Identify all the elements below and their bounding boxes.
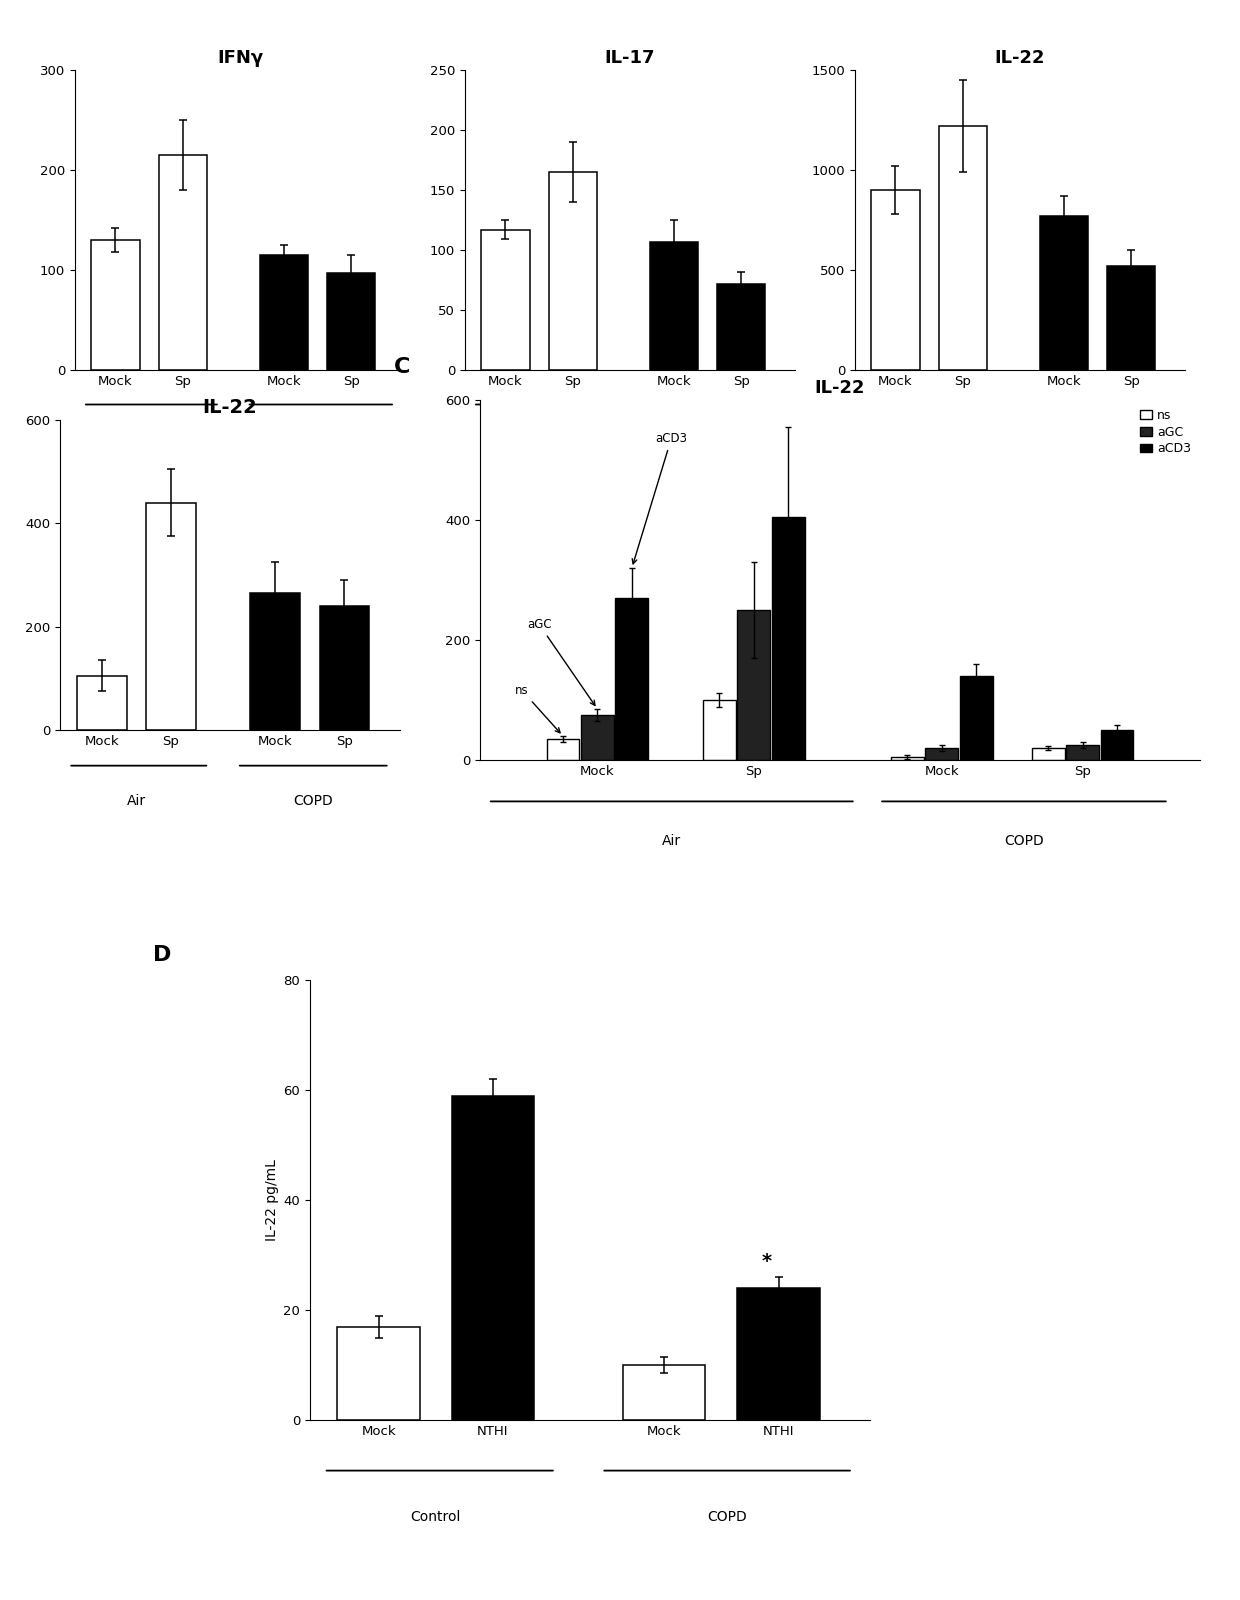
Bar <box>259 254 308 370</box>
Y-axis label: IL-22 pg/mL: IL-22 pg/mL <box>265 1158 279 1242</box>
Legend: ns, aGC, aCD3: ns, aGC, aCD3 <box>1137 406 1194 458</box>
Text: Air: Air <box>140 432 159 445</box>
Bar <box>320 606 370 730</box>
Bar <box>250 594 300 730</box>
Text: aGC: aGC <box>527 618 595 706</box>
Text: Air: Air <box>126 794 146 808</box>
Bar <box>92 240 140 370</box>
Text: Air: Air <box>529 432 548 445</box>
Bar <box>451 1096 534 1421</box>
Text: COPD: COPD <box>691 432 730 445</box>
Bar <box>925 749 959 760</box>
Bar <box>960 675 992 760</box>
Bar <box>582 715 614 760</box>
Bar <box>481 229 529 370</box>
Bar <box>547 739 579 760</box>
Title: IL-22: IL-22 <box>202 398 258 418</box>
Text: Control: Control <box>410 1510 461 1525</box>
Bar <box>548 171 596 370</box>
Bar <box>1032 749 1065 760</box>
Bar <box>890 757 924 760</box>
Bar <box>1101 730 1133 760</box>
Text: COPD: COPD <box>301 432 341 445</box>
Bar <box>738 1288 820 1421</box>
Bar <box>1039 216 1087 370</box>
Bar <box>650 242 698 370</box>
Bar <box>717 283 765 370</box>
Bar <box>327 274 376 370</box>
Text: COPD: COPD <box>1081 432 1121 445</box>
Bar <box>1066 746 1099 760</box>
Text: Air: Air <box>920 432 939 445</box>
Title: IFNγ: IFNγ <box>217 50 263 67</box>
Text: COPD: COPD <box>1004 834 1044 848</box>
Title: IL-22: IL-22 <box>994 50 1045 67</box>
Text: D: D <box>154 944 171 965</box>
Text: ns: ns <box>515 685 560 733</box>
Bar <box>1107 266 1156 370</box>
Text: aCD3: aCD3 <box>632 432 687 563</box>
Title: IL-22: IL-22 <box>815 379 866 397</box>
Bar <box>337 1326 419 1421</box>
Bar <box>703 701 735 760</box>
Bar <box>738 610 770 760</box>
Text: COPD: COPD <box>707 1510 746 1525</box>
Text: C: C <box>393 357 410 376</box>
Text: *: * <box>763 1253 773 1272</box>
Text: COPD: COPD <box>294 794 334 808</box>
Bar <box>624 1365 706 1421</box>
Bar <box>615 598 649 760</box>
Title: IL-17: IL-17 <box>605 50 655 67</box>
Bar <box>872 190 920 370</box>
Text: Air: Air <box>662 834 681 848</box>
Bar <box>77 675 126 730</box>
Bar <box>146 502 196 730</box>
Bar <box>939 126 987 370</box>
Bar <box>773 517 805 760</box>
Bar <box>159 155 207 370</box>
